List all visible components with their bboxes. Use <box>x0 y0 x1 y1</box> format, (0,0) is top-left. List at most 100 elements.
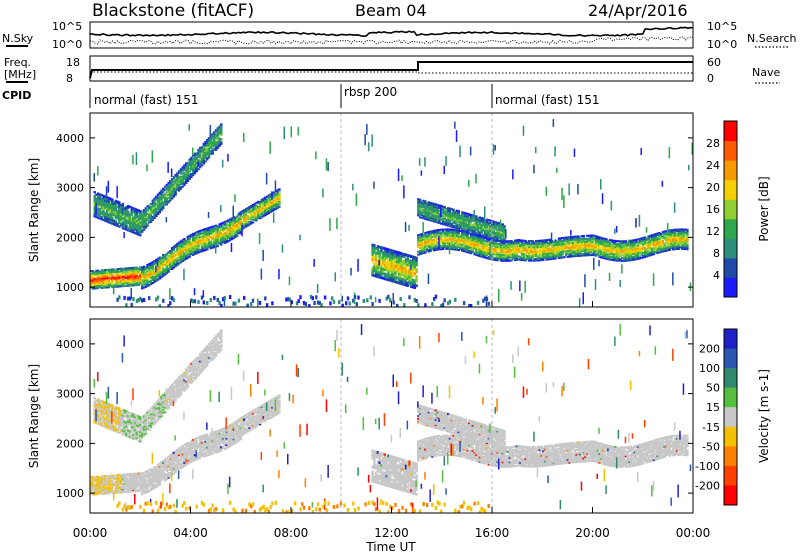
echo-cell <box>464 223 467 226</box>
echo-cell <box>480 245 483 248</box>
echo-cell <box>181 255 184 258</box>
echo-cell <box>183 173 186 176</box>
echo-cell <box>424 246 427 249</box>
echo-cell <box>425 237 429 240</box>
echo-cell <box>577 236 580 239</box>
echo-cell <box>448 233 452 236</box>
echo-cell <box>105 271 109 274</box>
echo-cell <box>508 241 511 244</box>
echo-cell <box>102 274 105 277</box>
echo-cell <box>501 234 504 237</box>
echo-cell <box>447 240 450 243</box>
echo-cell <box>100 199 103 202</box>
echo-cell <box>624 256 628 259</box>
echo-cell <box>575 247 578 250</box>
echo-cell <box>589 246 592 249</box>
echo-cell <box>510 255 513 258</box>
echo-cell <box>527 255 531 258</box>
echo-cell <box>119 285 123 288</box>
echo-cell <box>615 249 619 252</box>
echo-cell <box>91 280 95 283</box>
echo-cell <box>492 245 496 248</box>
echo-cell <box>98 270 102 273</box>
cpid-panel: CPID normal (fast) 151 rbsp 200 normal (… <box>2 84 599 108</box>
echo-cell <box>236 218 239 221</box>
echo-cell <box>382 260 385 264</box>
echo-cell <box>141 282 144 285</box>
echo-cell <box>371 243 374 247</box>
echo-cell <box>577 235 580 238</box>
echo-cell <box>105 216 109 219</box>
echo-cell <box>427 235 431 238</box>
echo-cell <box>587 240 591 243</box>
echo-cell <box>413 256 416 259</box>
echo-cell <box>408 259 411 263</box>
echo-cell <box>519 243 522 246</box>
echo-cell <box>389 251 392 254</box>
echo-cell <box>478 235 482 238</box>
echo-cell <box>123 232 125 239</box>
echo-cell <box>577 250 580 253</box>
echo-cell <box>135 267 139 270</box>
echo-cell <box>469 249 473 252</box>
echo-cell <box>155 203 158 206</box>
echo-cell <box>617 243 620 246</box>
echo-cell <box>272 207 276 210</box>
echo-cell <box>573 250 577 253</box>
echo-cell <box>621 247 624 250</box>
echo-cell <box>561 241 564 244</box>
echo-cell <box>248 207 251 210</box>
echo-cell <box>601 246 605 249</box>
echo-cell <box>141 230 144 233</box>
echo-cell <box>172 180 176 183</box>
echo-cell <box>374 272 378 276</box>
echo-cell <box>118 216 121 219</box>
echo-cell <box>526 254 529 257</box>
echo-cell <box>153 200 156 203</box>
echo-cell <box>186 173 190 176</box>
echo-cell <box>594 244 598 247</box>
echo-cell <box>183 167 186 170</box>
echo-cell <box>552 119 555 127</box>
echo-cell <box>380 269 383 273</box>
echo-cell <box>137 216 140 220</box>
echo-cell <box>112 202 116 206</box>
echo-cell <box>563 238 566 241</box>
echo-cell <box>98 281 102 284</box>
echo-cell <box>425 236 429 239</box>
echo-cell <box>118 268 121 270</box>
echo-cell <box>429 203 432 206</box>
echo-cell <box>93 173 95 182</box>
echo-cell <box>265 213 269 216</box>
echo-cell <box>418 244 422 247</box>
echo-cell <box>230 238 234 241</box>
echo-cell <box>436 229 439 232</box>
echo-cell <box>109 271 112 274</box>
echo-cell <box>417 213 420 216</box>
echo-cell <box>111 218 114 222</box>
echo-cell <box>111 271 114 274</box>
echo-cell <box>491 236 494 239</box>
echo-cell <box>278 195 281 197</box>
echo-cell <box>132 231 135 234</box>
echo-cell <box>186 179 190 182</box>
echo-cell <box>540 244 543 247</box>
echo-cell <box>418 253 422 256</box>
echo-cell <box>134 270 137 273</box>
echo-cell <box>547 238 550 241</box>
echo-cell <box>496 254 499 257</box>
echo-cell <box>424 200 427 203</box>
echo-cell <box>522 248 526 251</box>
echo-cell <box>445 231 448 234</box>
echo-cell <box>466 249 469 252</box>
echo-cell <box>134 207 137 211</box>
echo-cell <box>190 176 193 179</box>
echo-cell <box>123 220 126 223</box>
echo-cell <box>443 246 446 249</box>
echo-cell <box>568 248 571 251</box>
echo-cell <box>434 218 438 221</box>
echo-cell <box>389 258 392 261</box>
echo-cell <box>455 213 459 216</box>
echo-cell <box>475 215 478 218</box>
